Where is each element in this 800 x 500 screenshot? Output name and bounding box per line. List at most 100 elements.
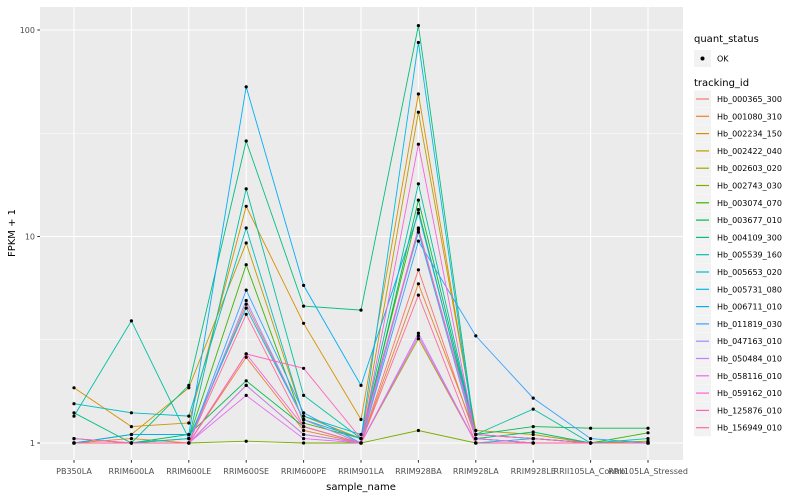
data-point-marker[interactable] <box>244 241 248 245</box>
data-point-marker[interactable] <box>302 366 306 370</box>
data-point-marker[interactable] <box>244 379 248 383</box>
data-point-marker[interactable] <box>531 441 535 445</box>
data-point-marker[interactable] <box>244 393 248 397</box>
data-point-marker[interactable] <box>244 352 248 356</box>
data-point-marker[interactable] <box>474 437 478 441</box>
data-point-marker[interactable] <box>531 407 535 411</box>
data-point-marker[interactable] <box>646 431 650 435</box>
data-point-marker[interactable] <box>646 437 650 441</box>
data-point-marker[interactable] <box>302 304 306 308</box>
data-point-marker[interactable] <box>302 321 306 325</box>
data-point-marker[interactable] <box>129 425 133 429</box>
data-point-marker[interactable] <box>244 139 248 143</box>
data-point-marker[interactable] <box>72 441 76 445</box>
data-point-marker[interactable] <box>359 437 363 441</box>
data-point-marker[interactable] <box>416 211 420 215</box>
data-point-marker[interactable] <box>187 414 191 418</box>
data-point-marker[interactable] <box>187 432 191 437</box>
data-point-marker[interactable] <box>244 312 248 316</box>
data-point-marker[interactable] <box>187 437 191 441</box>
data-point-marker[interactable] <box>359 308 363 312</box>
data-point-marker[interactable] <box>416 182 420 186</box>
data-point-marker[interactable] <box>244 263 248 267</box>
legend-item-label: Hb_001080_310 <box>717 112 782 121</box>
data-point-marker[interactable] <box>129 411 133 415</box>
data-point-marker[interactable] <box>187 441 191 445</box>
data-point-marker[interactable] <box>359 441 363 445</box>
data-point-marker[interactable] <box>302 441 306 445</box>
data-point-marker[interactable] <box>646 441 650 445</box>
data-point-marker[interactable] <box>359 383 363 387</box>
data-point-marker[interactable] <box>302 411 306 415</box>
data-point-marker[interactable] <box>416 268 420 272</box>
data-point-marker[interactable] <box>244 306 248 310</box>
data-point-marker[interactable] <box>302 283 306 287</box>
data-point-marker[interactable] <box>302 417 306 422</box>
data-point-marker[interactable] <box>416 208 420 212</box>
data-point-marker[interactable] <box>244 302 248 306</box>
data-point-marker[interactable] <box>416 293 420 297</box>
data-point-marker[interactable] <box>187 383 191 387</box>
data-point-marker[interactable] <box>302 421 306 425</box>
data-point-marker[interactable] <box>589 441 593 445</box>
data-point-marker[interactable] <box>531 430 535 434</box>
data-point-marker[interactable] <box>646 426 650 430</box>
data-point-marker[interactable] <box>416 92 420 96</box>
data-point-marker[interactable] <box>244 383 248 387</box>
data-point-marker[interactable] <box>416 198 420 202</box>
data-point-marker[interactable] <box>531 396 535 400</box>
data-point-marker[interactable] <box>187 386 191 390</box>
data-point-marker[interactable] <box>244 187 248 191</box>
data-point-marker[interactable] <box>72 386 76 390</box>
data-point-marker[interactable] <box>416 239 420 243</box>
legend-item-label: Hb_003074_070 <box>717 199 782 208</box>
data-point-marker[interactable] <box>589 426 593 430</box>
data-point-marker[interactable] <box>416 110 420 114</box>
data-point-marker[interactable] <box>129 437 133 441</box>
data-point-marker[interactable] <box>416 226 420 230</box>
data-point-marker[interactable] <box>359 432 363 437</box>
data-point-marker[interactable] <box>129 432 133 437</box>
data-point-marker[interactable] <box>244 288 248 292</box>
data-point-marker[interactable] <box>416 331 420 335</box>
data-point-marker[interactable] <box>72 402 76 406</box>
data-point-marker[interactable] <box>531 432 535 437</box>
data-point-marker[interactable] <box>302 414 306 418</box>
data-point-marker[interactable] <box>416 230 420 234</box>
x-tick-label: RRII105LA_Control <box>554 467 628 476</box>
data-point-marker[interactable] <box>416 142 420 146</box>
data-point-marker[interactable] <box>244 298 248 303</box>
data-point-marker[interactable] <box>416 337 420 341</box>
data-point-marker[interactable] <box>244 226 248 230</box>
data-point-marker[interactable] <box>474 432 478 437</box>
data-point-marker[interactable] <box>302 432 306 437</box>
data-point-marker[interactable] <box>244 355 248 359</box>
data-point-marker[interactable] <box>416 282 420 286</box>
data-point-marker[interactable] <box>416 24 420 28</box>
data-point-marker[interactable] <box>244 204 248 208</box>
data-point-marker[interactable] <box>302 425 306 429</box>
data-point-marker[interactable] <box>416 40 420 45</box>
data-point-marker[interactable] <box>474 334 478 338</box>
data-point-marker[interactable] <box>244 85 248 89</box>
data-point-marker[interactable] <box>129 441 133 445</box>
data-point-marker[interactable] <box>72 414 76 418</box>
data-point-marker[interactable] <box>416 428 420 433</box>
data-point-marker[interactable] <box>244 439 248 443</box>
data-point-marker[interactable] <box>72 437 76 441</box>
data-point-marker[interactable] <box>359 417 363 422</box>
data-point-marker[interactable] <box>187 421 191 425</box>
data-point-marker[interactable] <box>531 437 535 441</box>
data-point-marker[interactable] <box>129 319 133 323</box>
data-point-marker[interactable] <box>589 437 593 441</box>
data-point-marker[interactable] <box>474 428 478 433</box>
data-point-marker[interactable] <box>416 334 420 338</box>
data-point-marker[interactable] <box>302 393 306 397</box>
legend-item-label: Hb_004109_300 <box>717 233 782 242</box>
data-point-marker[interactable] <box>474 441 478 445</box>
x-tick-label: RRIM928LA <box>453 467 499 476</box>
data-point-marker[interactable] <box>72 411 76 415</box>
data-point-marker[interactable] <box>531 425 535 429</box>
data-point-marker[interactable] <box>302 437 306 441</box>
data-point-marker[interactable] <box>302 428 306 433</box>
